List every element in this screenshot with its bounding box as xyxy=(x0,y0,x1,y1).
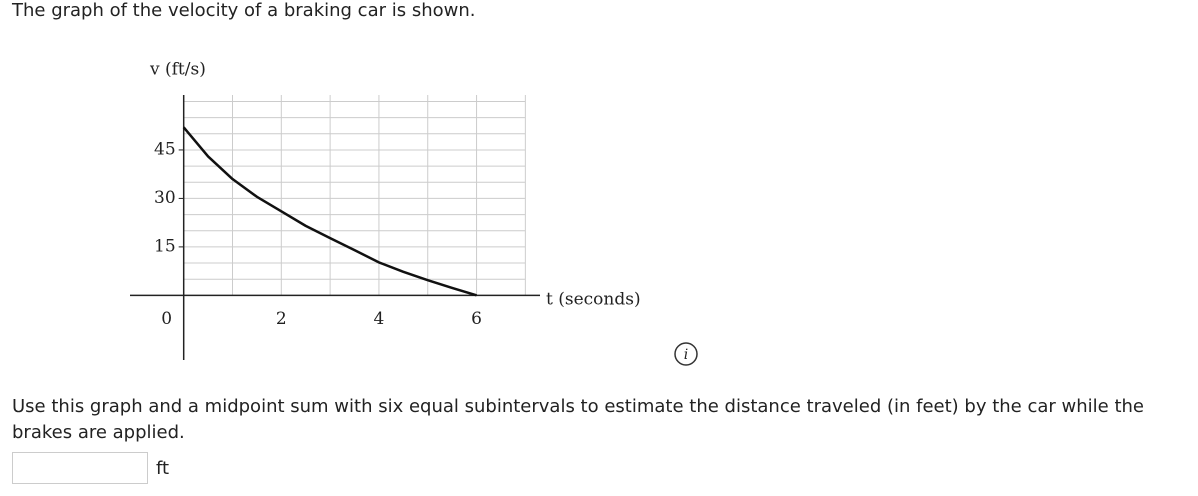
x-tick-label: 4 xyxy=(374,309,385,329)
question-text: Use this graph and a midpoint sum with s… xyxy=(12,396,1144,443)
answer-unit: ft xyxy=(156,458,170,479)
y-tick-label: 45 xyxy=(154,139,176,159)
x-axis-label: t (seconds) xyxy=(546,290,641,310)
x-tick-label: 0 xyxy=(161,309,172,329)
info-icon[interactable]: i xyxy=(674,342,698,366)
x-tick-label: 6 xyxy=(471,309,482,329)
y-tick-label: 15 xyxy=(154,236,176,256)
y-axis-label: v (ft/s) xyxy=(149,60,206,80)
x-tick-label: 2 xyxy=(276,309,287,329)
svg-text:i: i xyxy=(684,347,688,363)
velocity-curve xyxy=(182,126,477,297)
y-tick-label: 30 xyxy=(154,188,176,208)
answer-input[interactable] xyxy=(12,452,148,484)
intro-text: The graph of the velocity of a braking c… xyxy=(12,0,476,21)
